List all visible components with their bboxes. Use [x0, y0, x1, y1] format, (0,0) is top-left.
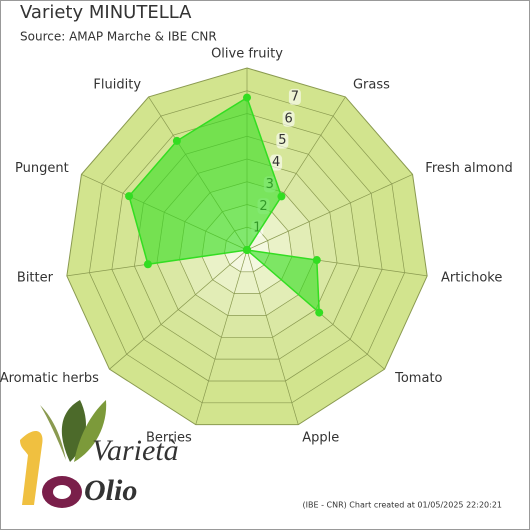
axis-label: Pungent — [15, 161, 69, 176]
spoke — [246, 249, 299, 425]
r-tick-label: 5 — [278, 133, 286, 148]
logo-o-hole — [53, 485, 71, 499]
axis-label: Berries — [146, 431, 192, 446]
data-point — [125, 192, 134, 201]
spoke — [195, 249, 248, 425]
axis-label: Olive fruity — [211, 47, 283, 62]
data-point — [143, 260, 152, 269]
data-point — [243, 93, 251, 102]
r-tick-label: 7 — [291, 89, 299, 104]
spoke — [109, 249, 248, 370]
data-point — [315, 308, 324, 317]
tick-label-bg — [276, 132, 289, 149]
logo: Varietà Olio — [20, 400, 179, 508]
data-point — [312, 256, 321, 265]
logo-text: Olio — [84, 474, 137, 507]
axis-label: Aromatic herbs — [0, 371, 99, 386]
data-point — [243, 246, 251, 254]
axis-label: Grass — [353, 78, 390, 93]
plot: Olive fruity Grass Fresh almond Artichoke To… — [0, 47, 513, 446]
logo-text: Varietà — [92, 434, 179, 467]
axis-label: Bitter — [17, 270, 54, 285]
data-point — [277, 192, 286, 201]
axis-label: Fresh almond — [425, 161, 512, 176]
leaf — [74, 400, 107, 462]
tick-label-bg — [282, 110, 295, 127]
footer-note: (IBE - CNR) Chart created at 01/05/2025 … — [303, 501, 503, 510]
r-tick-label: 4 — [272, 155, 280, 170]
data-point — [172, 136, 181, 145]
axis-label: Tomato — [394, 371, 442, 386]
spoke — [246, 174, 413, 251]
logo-one — [20, 430, 43, 505]
axis-label: Artichoke — [441, 270, 502, 285]
data-area — [128, 96, 321, 315]
tick-label-bg — [270, 154, 283, 171]
axis-label: Apple — [302, 431, 339, 446]
tick-label-bg — [288, 88, 301, 105]
chart-title: Variety MINUTELLA — [20, 2, 192, 23]
axis-label: Fluidity — [93, 78, 141, 93]
r-tick-label: 6 — [284, 111, 292, 126]
chart-subtitle: Source: AMAP Marche & IBE CNR — [20, 30, 217, 44]
